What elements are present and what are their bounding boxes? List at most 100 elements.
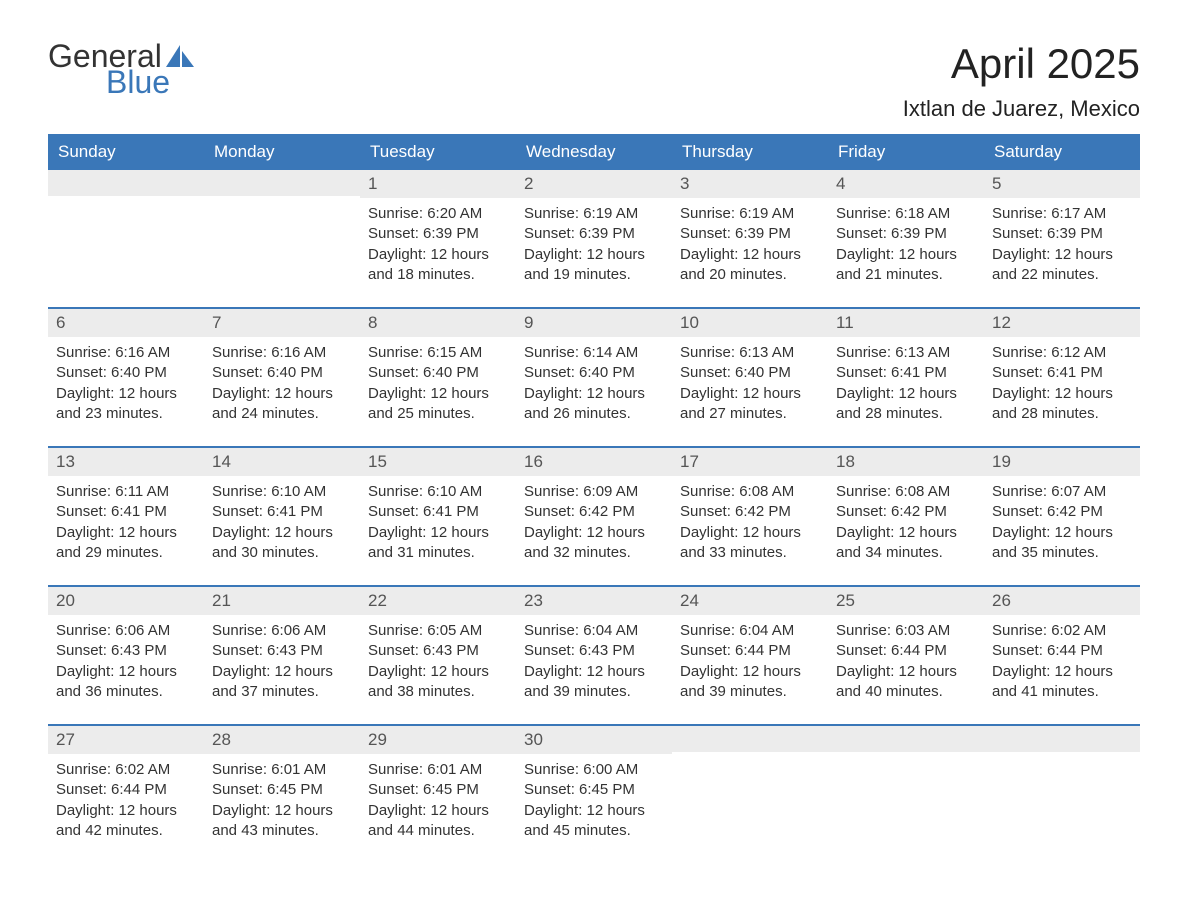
day-daylight2: and 39 minutes.	[680, 682, 820, 702]
day-sunrise: Sunrise: 6:20 AM	[368, 204, 508, 224]
day-daylight2: and 28 minutes.	[836, 404, 976, 424]
calendar-day: 14Sunrise: 6:10 AMSunset: 6:41 PMDayligh…	[204, 448, 360, 573]
day-sunrise: Sunrise: 6:15 AM	[368, 343, 508, 363]
calendar-day: 17Sunrise: 6:08 AMSunset: 6:42 PMDayligh…	[672, 448, 828, 573]
day-daylight1: Daylight: 12 hours	[836, 662, 976, 682]
day-number: 21	[204, 587, 360, 615]
day-number: 2	[516, 170, 672, 198]
day-sunrise: Sunrise: 6:04 AM	[524, 621, 664, 641]
day-sunset: Sunset: 6:39 PM	[524, 224, 664, 244]
page-header: General Blue April 2025 Ixtlan de Juarez…	[48, 40, 1140, 122]
day-body: Sunrise: 6:06 AMSunset: 6:43 PMDaylight:…	[204, 615, 360, 712]
day-sunset: Sunset: 6:41 PM	[992, 363, 1132, 383]
day-daylight1: Daylight: 12 hours	[524, 801, 664, 821]
day-body: Sunrise: 6:16 AMSunset: 6:40 PMDaylight:…	[48, 337, 204, 434]
calendar-day: 6Sunrise: 6:16 AMSunset: 6:40 PMDaylight…	[48, 309, 204, 434]
day-sunrise: Sunrise: 6:10 AM	[212, 482, 352, 502]
day-body: Sunrise: 6:06 AMSunset: 6:43 PMDaylight:…	[48, 615, 204, 712]
day-daylight2: and 28 minutes.	[992, 404, 1132, 424]
calendar-day: 22Sunrise: 6:05 AMSunset: 6:43 PMDayligh…	[360, 587, 516, 712]
day-number: 20	[48, 587, 204, 615]
day-number: 30	[516, 726, 672, 754]
day-daylight2: and 41 minutes.	[992, 682, 1132, 702]
day-body: Sunrise: 6:01 AMSunset: 6:45 PMDaylight:…	[360, 754, 516, 851]
day-body: Sunrise: 6:11 AMSunset: 6:41 PMDaylight:…	[48, 476, 204, 573]
day-daylight1: Daylight: 12 hours	[212, 801, 352, 821]
day-body: Sunrise: 6:13 AMSunset: 6:41 PMDaylight:…	[828, 337, 984, 434]
day-sunrise: Sunrise: 6:08 AM	[836, 482, 976, 502]
logo-text-blue: Blue	[106, 66, 194, 98]
day-daylight1: Daylight: 12 hours	[680, 245, 820, 265]
day-number: 9	[516, 309, 672, 337]
calendar-day: 11Sunrise: 6:13 AMSunset: 6:41 PMDayligh…	[828, 309, 984, 434]
day-daylight2: and 34 minutes.	[836, 543, 976, 563]
day-sunrise: Sunrise: 6:06 AM	[212, 621, 352, 641]
day-body: Sunrise: 6:08 AMSunset: 6:42 PMDaylight:…	[672, 476, 828, 573]
calendar-day: 26Sunrise: 6:02 AMSunset: 6:44 PMDayligh…	[984, 587, 1140, 712]
day-body: Sunrise: 6:19 AMSunset: 6:39 PMDaylight:…	[516, 198, 672, 295]
calendar-day: 16Sunrise: 6:09 AMSunset: 6:42 PMDayligh…	[516, 448, 672, 573]
day-number: 28	[204, 726, 360, 754]
day-sunrise: Sunrise: 6:01 AM	[212, 760, 352, 780]
day-number: 18	[828, 448, 984, 476]
day-body	[672, 752, 828, 842]
day-number: 1	[360, 170, 516, 198]
day-body	[828, 752, 984, 842]
dow-monday: Monday	[204, 134, 360, 170]
day-sunset: Sunset: 6:42 PM	[524, 502, 664, 522]
day-daylight1: Daylight: 12 hours	[368, 662, 508, 682]
day-sunrise: Sunrise: 6:06 AM	[56, 621, 196, 641]
day-daylight1: Daylight: 12 hours	[56, 801, 196, 821]
day-sunset: Sunset: 6:39 PM	[836, 224, 976, 244]
day-number: 29	[360, 726, 516, 754]
dow-wednesday: Wednesday	[516, 134, 672, 170]
calendar-day: 12Sunrise: 6:12 AMSunset: 6:41 PMDayligh…	[984, 309, 1140, 434]
day-number: 25	[828, 587, 984, 615]
day-daylight2: and 23 minutes.	[56, 404, 196, 424]
day-number: 17	[672, 448, 828, 476]
day-sunset: Sunset: 6:44 PM	[56, 780, 196, 800]
calendar-day: 10Sunrise: 6:13 AMSunset: 6:40 PMDayligh…	[672, 309, 828, 434]
day-daylight1: Daylight: 12 hours	[56, 384, 196, 404]
day-sunset: Sunset: 6:41 PM	[836, 363, 976, 383]
day-daylight1: Daylight: 12 hours	[368, 245, 508, 265]
day-daylight1: Daylight: 12 hours	[992, 384, 1132, 404]
day-sunset: Sunset: 6:39 PM	[368, 224, 508, 244]
day-sunrise: Sunrise: 6:02 AM	[992, 621, 1132, 641]
day-body	[984, 752, 1140, 842]
day-sunrise: Sunrise: 6:07 AM	[992, 482, 1132, 502]
day-daylight2: and 44 minutes.	[368, 821, 508, 841]
calendar-week: 27Sunrise: 6:02 AMSunset: 6:44 PMDayligh…	[48, 724, 1140, 851]
dow-tuesday: Tuesday	[360, 134, 516, 170]
day-sunset: Sunset: 6:42 PM	[836, 502, 976, 522]
day-body: Sunrise: 6:10 AMSunset: 6:41 PMDaylight:…	[360, 476, 516, 573]
day-sunrise: Sunrise: 6:11 AM	[56, 482, 196, 502]
day-body: Sunrise: 6:13 AMSunset: 6:40 PMDaylight:…	[672, 337, 828, 434]
calendar-day: 29Sunrise: 6:01 AMSunset: 6:45 PMDayligh…	[360, 726, 516, 851]
day-sunrise: Sunrise: 6:16 AM	[56, 343, 196, 363]
day-body: Sunrise: 6:19 AMSunset: 6:39 PMDaylight:…	[672, 198, 828, 295]
day-daylight1: Daylight: 12 hours	[524, 662, 664, 682]
day-daylight1: Daylight: 12 hours	[368, 523, 508, 543]
day-daylight2: and 30 minutes.	[212, 543, 352, 563]
day-sunset: Sunset: 6:43 PM	[212, 641, 352, 661]
day-sunset: Sunset: 6:45 PM	[524, 780, 664, 800]
day-number: 10	[672, 309, 828, 337]
calendar-day	[204, 170, 360, 295]
day-sunset: Sunset: 6:44 PM	[992, 641, 1132, 661]
calendar-day	[984, 726, 1140, 851]
day-daylight1: Daylight: 12 hours	[368, 801, 508, 821]
day-sunset: Sunset: 6:43 PM	[368, 641, 508, 661]
calendar-week: 1Sunrise: 6:20 AMSunset: 6:39 PMDaylight…	[48, 170, 1140, 295]
day-sunset: Sunset: 6:40 PM	[524, 363, 664, 383]
calendar-day	[48, 170, 204, 295]
calendar-day: 27Sunrise: 6:02 AMSunset: 6:44 PMDayligh…	[48, 726, 204, 851]
day-number: 8	[360, 309, 516, 337]
day-body: Sunrise: 6:04 AMSunset: 6:43 PMDaylight:…	[516, 615, 672, 712]
calendar-day: 21Sunrise: 6:06 AMSunset: 6:43 PMDayligh…	[204, 587, 360, 712]
calendar-day: 2Sunrise: 6:19 AMSunset: 6:39 PMDaylight…	[516, 170, 672, 295]
day-number: 24	[672, 587, 828, 615]
day-sunset: Sunset: 6:43 PM	[524, 641, 664, 661]
calendar-day: 7Sunrise: 6:16 AMSunset: 6:40 PMDaylight…	[204, 309, 360, 434]
calendar-day: 23Sunrise: 6:04 AMSunset: 6:43 PMDayligh…	[516, 587, 672, 712]
